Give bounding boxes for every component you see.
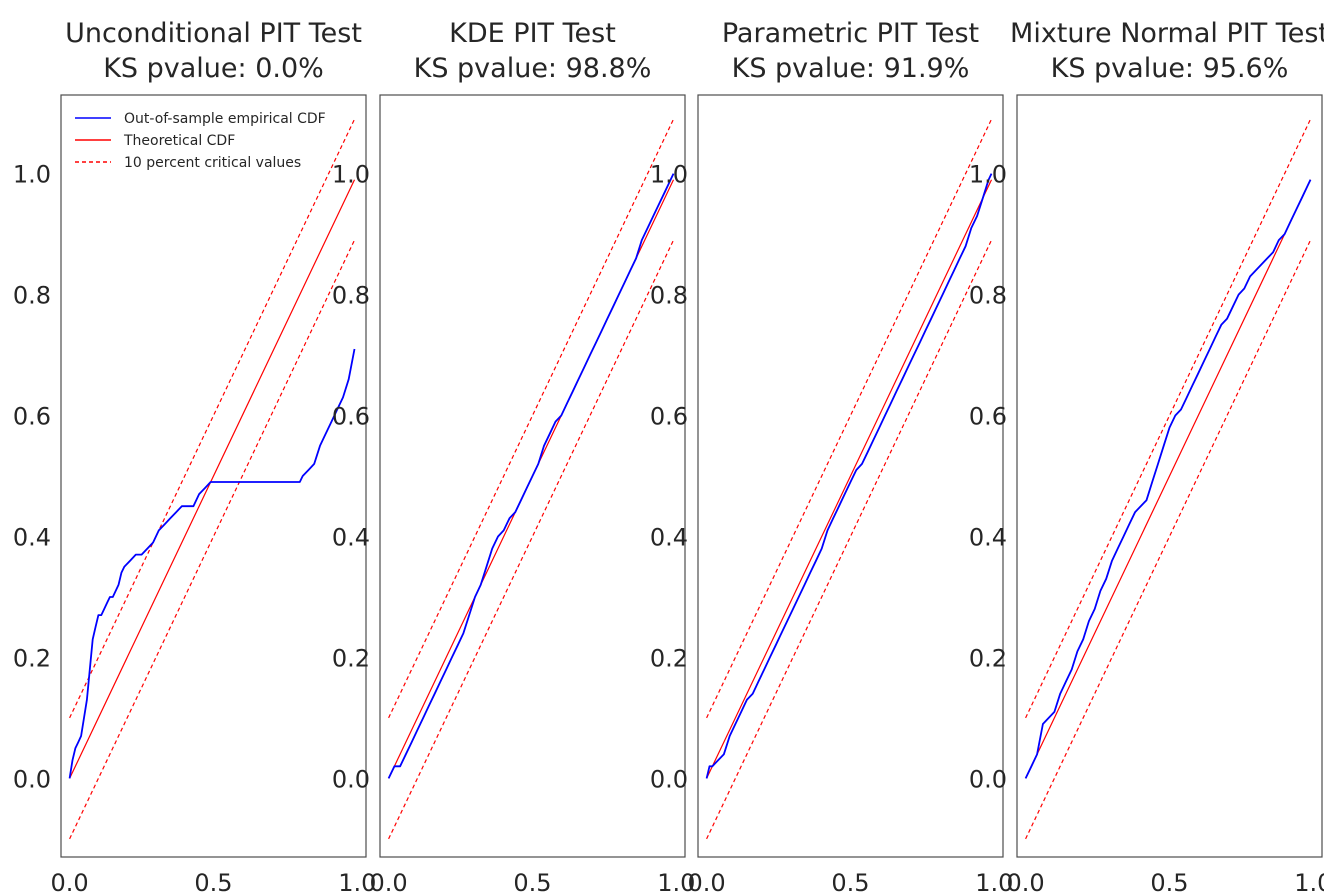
y-tick-label: 0.8 (332, 282, 370, 310)
y-tick-label: 0.0 (650, 765, 688, 793)
y-tick-label: 0.6 (332, 403, 370, 431)
y-tick-label: 0.4 (650, 523, 688, 551)
x-tick-label: 0.0 (688, 869, 726, 893)
lower-critical-line (706, 239, 993, 840)
theoretical-cdf-line (69, 179, 356, 779)
chart-subtitle: KS pvalue: 95.6% (1051, 53, 1289, 84)
y-tick-label: 1.0 (13, 161, 51, 189)
series-group (68, 118, 356, 840)
y-tick-label: 0.0 (332, 765, 370, 793)
y-tick-label: 0.8 (13, 282, 51, 310)
chart-title: Mixture Normal PIT Test (1010, 18, 1324, 49)
legend-entry: 10 percent critical values (124, 155, 301, 171)
x-tick-label: 1.0 (338, 869, 376, 893)
empirical-cdf-line (1024, 179, 1312, 779)
series-group (387, 118, 675, 840)
upper-critical-line (706, 118, 993, 719)
y-tick-label: 0.2 (969, 644, 1007, 672)
y-tick-label: 0.4 (969, 523, 1007, 551)
y-tick-label: 0.6 (13, 403, 51, 431)
x-tick-label: 1.0 (657, 869, 695, 893)
y-tick-label: 0.8 (969, 282, 1007, 310)
lower-critical-line (1025, 239, 1312, 840)
x-tick-label: 0.0 (370, 869, 408, 893)
legend-entry: Theoretical CDF (123, 133, 235, 149)
chart-panel-4: Mixture Normal PIT Test KS pvalue: 95.6% 0… (969, 18, 1324, 893)
y-tick-label: 1.0 (969, 161, 1007, 189)
y-tick-label: 0.6 (650, 403, 688, 431)
chart-subtitle: KS pvalue: 0.0% (103, 53, 324, 84)
chart-subtitle: KS pvalue: 91.9% (732, 53, 970, 84)
x-tick-label: 0.0 (1007, 869, 1045, 893)
series-group (705, 118, 993, 840)
empirical-cdf-line (387, 173, 675, 779)
y-tick-label: 0.6 (969, 403, 1007, 431)
legend: Out-of-sample empirical CDF Theoretical C… (75, 111, 326, 171)
lower-critical-line (69, 239, 356, 840)
chart-panel-3: Parametric PIT Test KS pvalue: 91.9% 0.0 0.… (650, 18, 1014, 893)
theoretical-cdf-line (1025, 179, 1312, 779)
y-tick-label: 0.0 (13, 765, 51, 793)
lower-critical-line (388, 239, 675, 840)
upper-critical-line (1025, 118, 1312, 719)
series-group (1024, 118, 1312, 840)
y-tick-label: 0.2 (332, 644, 370, 672)
x-tick-label: 0.0 (51, 869, 89, 893)
y-tick-label: 0.4 (332, 523, 370, 551)
y-tick-label: 1.0 (650, 161, 688, 189)
y-tick-label: 0.2 (13, 644, 51, 672)
y-tick-label: 1.0 (332, 161, 370, 189)
x-tick-label: 0.5 (831, 869, 869, 893)
y-tick-label: 0.8 (650, 282, 688, 310)
chart-panel-1: Unconditional PIT Test KS pvalue: 0.0% 0.0… (13, 18, 377, 893)
x-tick-label: 0.5 (513, 869, 551, 893)
chart-title: Parametric PIT Test (722, 18, 979, 49)
x-tick-label: 1.0 (1294, 869, 1324, 893)
x-tick-label: 0.5 (1150, 869, 1188, 893)
y-tick-label: 0.2 (650, 644, 688, 672)
legend-entry: Out-of-sample empirical CDF (124, 111, 326, 127)
y-tick-label: 0.4 (13, 523, 51, 551)
chart-title: Unconditional PIT Test (65, 18, 362, 49)
upper-critical-line (388, 118, 675, 719)
y-tick-label: 0.0 (969, 765, 1007, 793)
empirical-cdf-line (705, 173, 993, 779)
upper-critical-line (69, 118, 356, 719)
chart-panel-2: KDE PIT Test KS pvalue: 98.8% 0.0 0.2 0.4 0.6… (332, 18, 696, 893)
theoretical-cdf-line (706, 179, 993, 779)
empirical-cdf-line (68, 348, 356, 779)
x-tick-label: 0.5 (194, 869, 232, 893)
chart-title: KDE PIT Test (449, 18, 616, 49)
x-tick-label: 1.0 (975, 869, 1013, 893)
chart-subtitle: KS pvalue: 98.8% (414, 53, 652, 84)
